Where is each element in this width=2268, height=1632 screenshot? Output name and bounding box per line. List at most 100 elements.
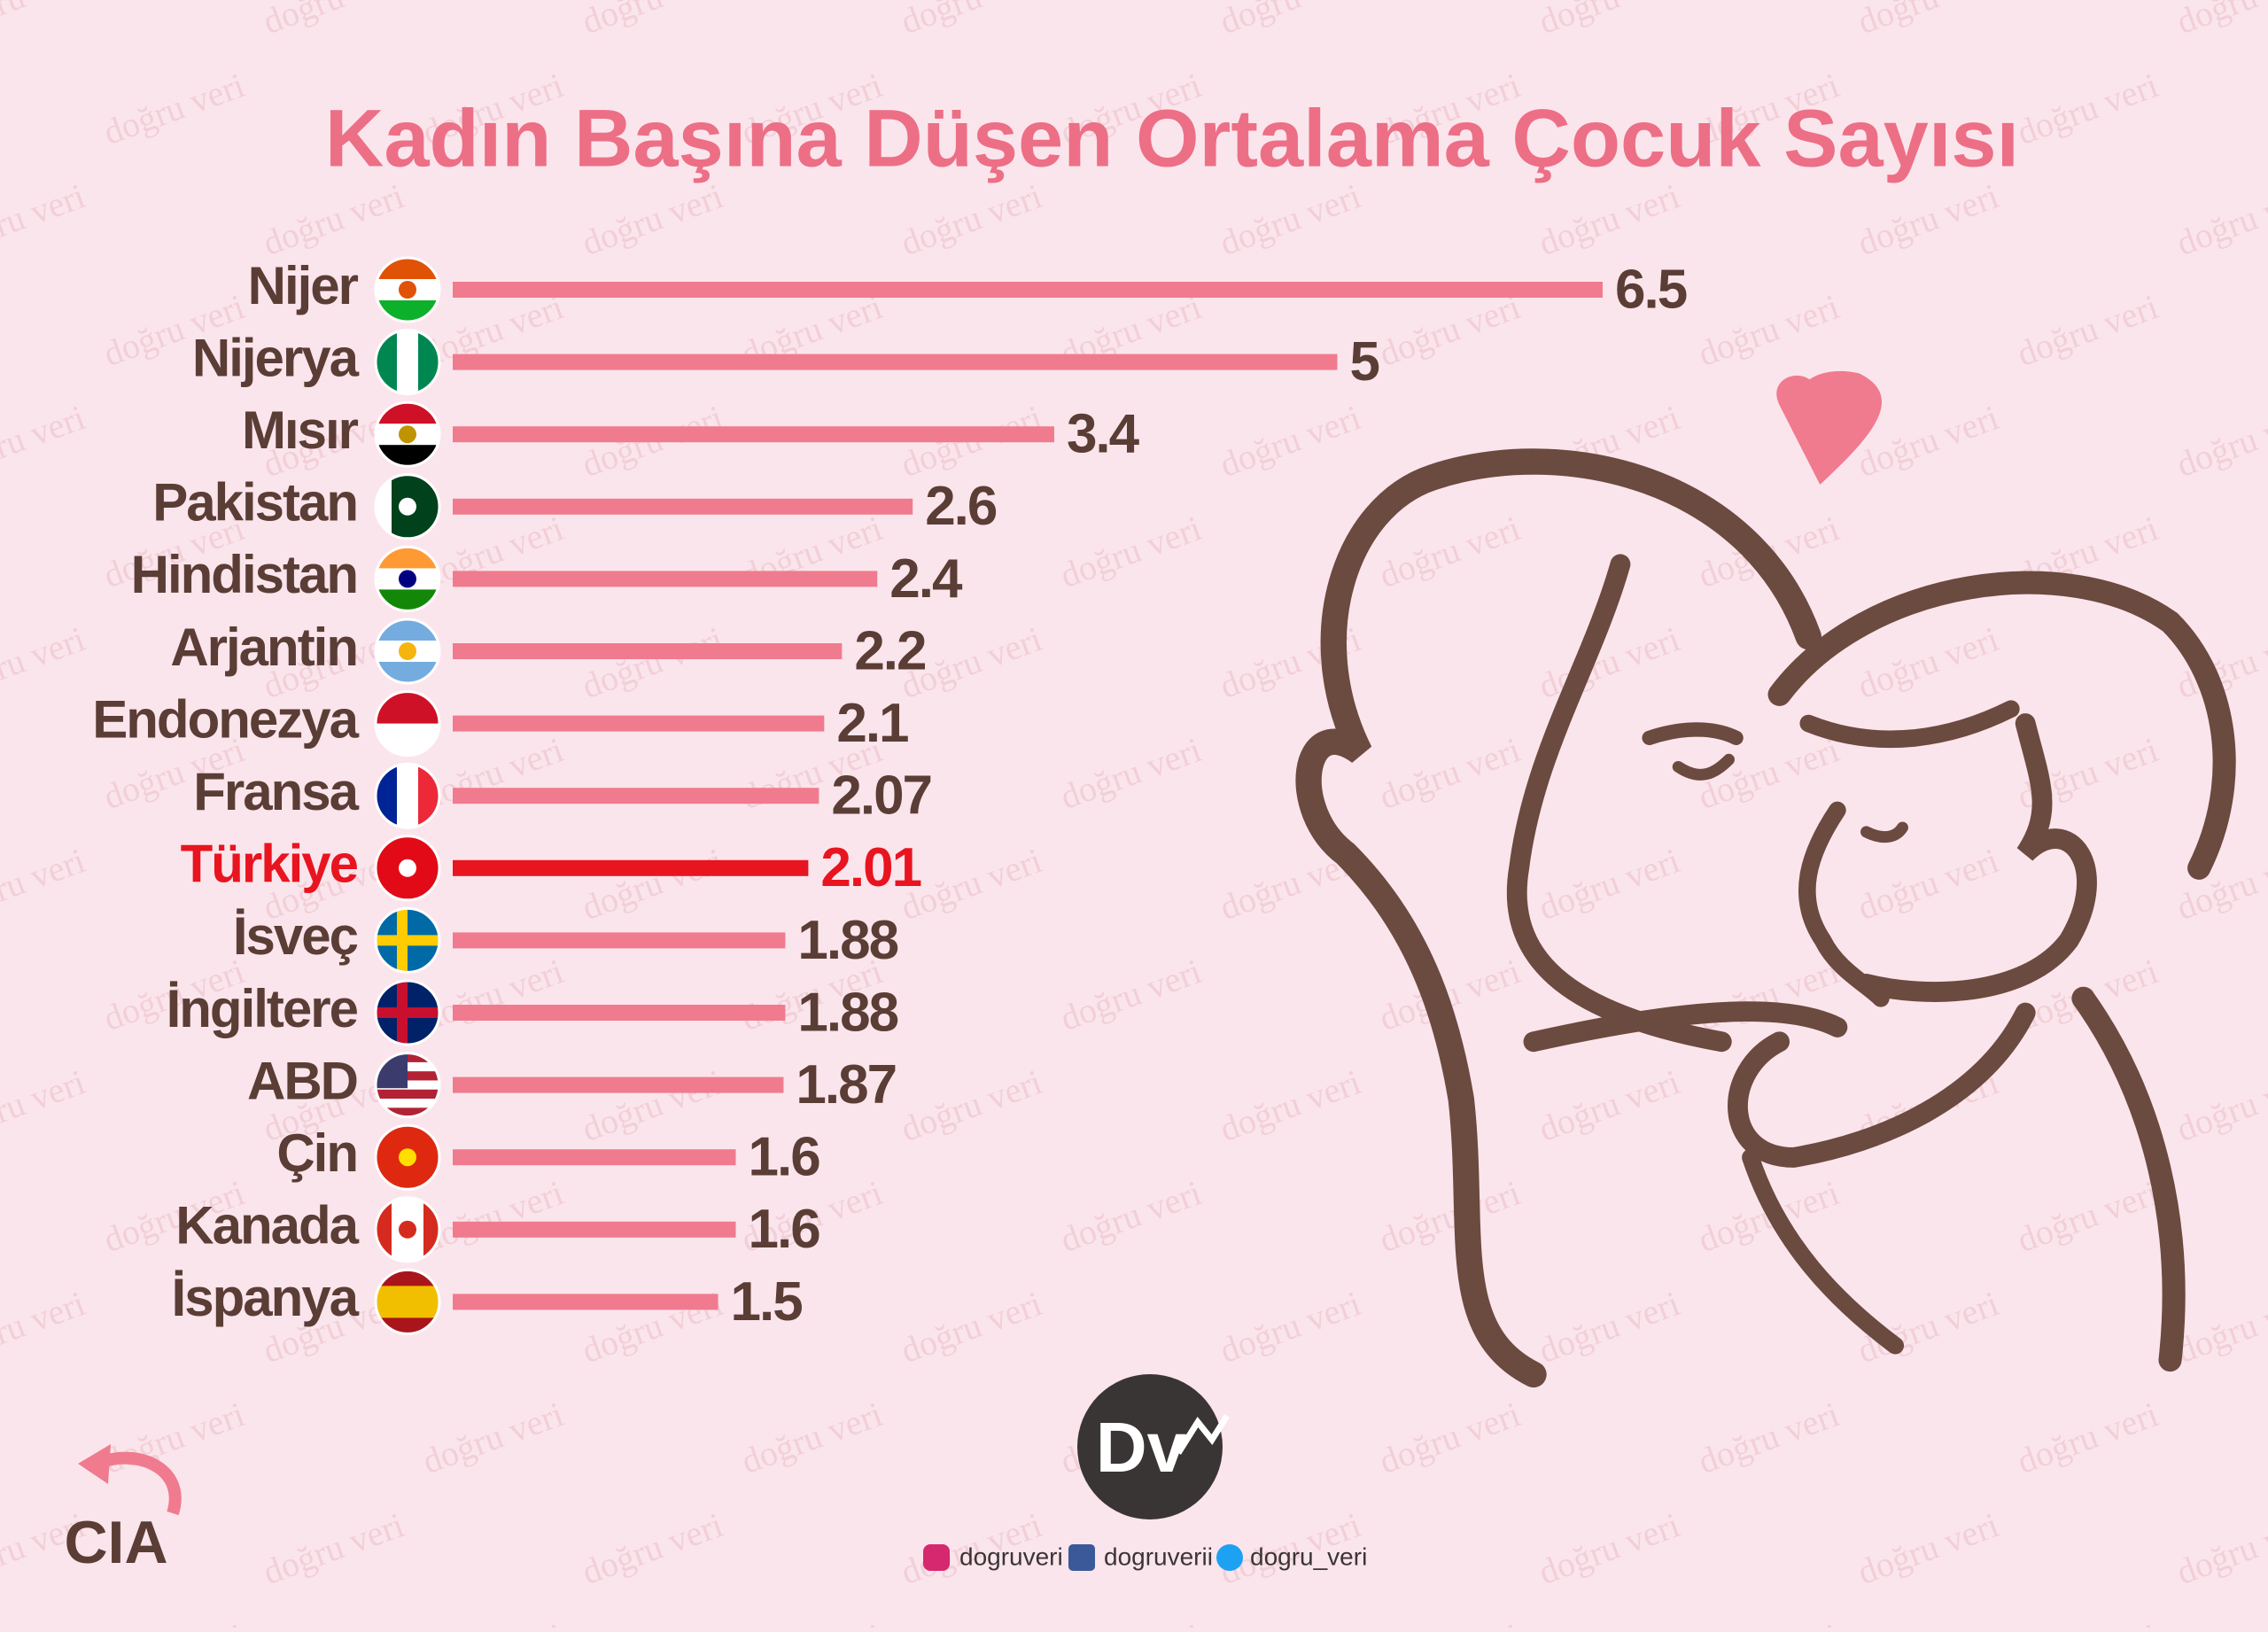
twitter-icon	[1216, 1544, 1243, 1571]
flag-stripe	[376, 1089, 439, 1100]
flag	[376, 1125, 439, 1190]
flag-emblem	[399, 570, 416, 588]
category-label: İngiltere	[167, 979, 358, 1038]
twitter-handle: dogru_veri	[1250, 1543, 1367, 1570]
source-arrowhead	[78, 1444, 111, 1484]
flag-border	[374, 256, 441, 323]
flag	[376, 619, 439, 683]
flag-border	[374, 979, 441, 1046]
category-label: Pakistan	[152, 473, 357, 532]
facebook-handle: dogruverii	[1104, 1543, 1213, 1570]
bar	[453, 1221, 736, 1238]
value-label: 1.88	[797, 910, 897, 971]
flag-emblem	[399, 281, 416, 299]
category-label: Nijerya	[192, 328, 360, 387]
bar	[453, 932, 786, 949]
flag	[376, 981, 439, 1045]
chart-title: Kadın Başına Düşen Ortalama Çocuk Sayısı	[325, 93, 2019, 183]
value-label: 1.6	[749, 1199, 820, 1260]
flag-border	[374, 1123, 441, 1191]
value-label: 2.6	[925, 476, 997, 537]
category-label: Arjantin	[170, 618, 357, 677]
flag-cross	[397, 908, 408, 973]
flag-stripe	[376, 1099, 439, 1108]
source: CIA	[64, 1509, 167, 1576]
bar	[453, 282, 1603, 298]
value-label: 1.5	[731, 1271, 803, 1333]
value-label: 1.87	[796, 1054, 896, 1115]
flag-border	[374, 618, 441, 685]
bar	[453, 859, 809, 876]
bar	[453, 715, 825, 732]
value-label: 2.2	[854, 620, 925, 681]
bar	[453, 788, 819, 804]
flag-stripe	[397, 330, 419, 394]
flag-emblem	[399, 642, 416, 660]
flag-cross	[397, 981, 408, 1045]
flag-border	[374, 473, 441, 540]
category-label: Kanada	[175, 1196, 359, 1255]
bar	[453, 426, 1054, 443]
category-label: Türkiye	[181, 835, 358, 894]
value-label: 2.01	[820, 837, 920, 898]
flag-emblem	[399, 497, 416, 516]
flag-stripe	[376, 1286, 439, 1302]
value-label: 3.4	[1067, 404, 1140, 465]
flag-emblem	[399, 425, 416, 444]
category-label: İspanya	[172, 1268, 360, 1327]
bar	[453, 354, 1338, 370]
flag	[376, 835, 439, 900]
bar	[453, 1294, 718, 1310]
instagram-icon	[923, 1544, 950, 1571]
category-label: ABD	[247, 1051, 357, 1110]
flag-stripe	[397, 764, 419, 828]
bar	[453, 498, 913, 515]
value-label: 2.07	[831, 765, 931, 827]
flag-border	[374, 329, 441, 396]
value-label: 2.1	[836, 693, 908, 754]
flag-border	[374, 906, 441, 974]
flag-stripe	[376, 1107, 439, 1117]
flag-emblem	[399, 859, 416, 877]
source-arrow	[99, 1451, 182, 1516]
flag	[376, 402, 439, 467]
category-label: Nijer	[248, 256, 359, 315]
flag-border	[374, 762, 441, 829]
bar	[453, 643, 843, 659]
category-label: İsveç	[233, 906, 358, 966]
flag	[376, 474, 439, 539]
logo-text: Dv	[1096, 1408, 1187, 1487]
bar	[453, 1076, 784, 1093]
bar	[453, 1005, 786, 1021]
flag-border	[374, 835, 441, 902]
flag-stripe	[376, 1302, 439, 1318]
bar	[453, 1149, 736, 1166]
illustration	[1295, 370, 2236, 1388]
value-label: 5	[1349, 331, 1379, 392]
category-label: Hindistan	[131, 545, 357, 604]
flag	[376, 908, 439, 973]
flag-emblem	[399, 1148, 416, 1167]
flag-border	[374, 1268, 441, 1335]
category-label: Fransa	[193, 762, 359, 821]
value-label: 2.4	[889, 548, 963, 610]
flag-border	[374, 690, 441, 758]
bar	[453, 571, 878, 587]
flag-border	[374, 1196, 441, 1263]
logo-arrow	[1176, 1414, 1230, 1455]
value-label: 1.88	[797, 982, 897, 1043]
value-label: 1.6	[749, 1127, 820, 1188]
flag-border	[374, 1052, 441, 1119]
flag	[376, 764, 439, 828]
value-label: 6.5	[1615, 259, 1687, 320]
category-label: Endonezya	[92, 689, 359, 749]
instagram-handle: dogruveri	[959, 1543, 1063, 1570]
logo-circle	[1077, 1374, 1223, 1519]
category-label: Çin	[276, 1123, 357, 1183]
flag-border	[374, 400, 441, 468]
flag-border	[374, 545, 441, 612]
facebook-icon	[1068, 1544, 1095, 1571]
